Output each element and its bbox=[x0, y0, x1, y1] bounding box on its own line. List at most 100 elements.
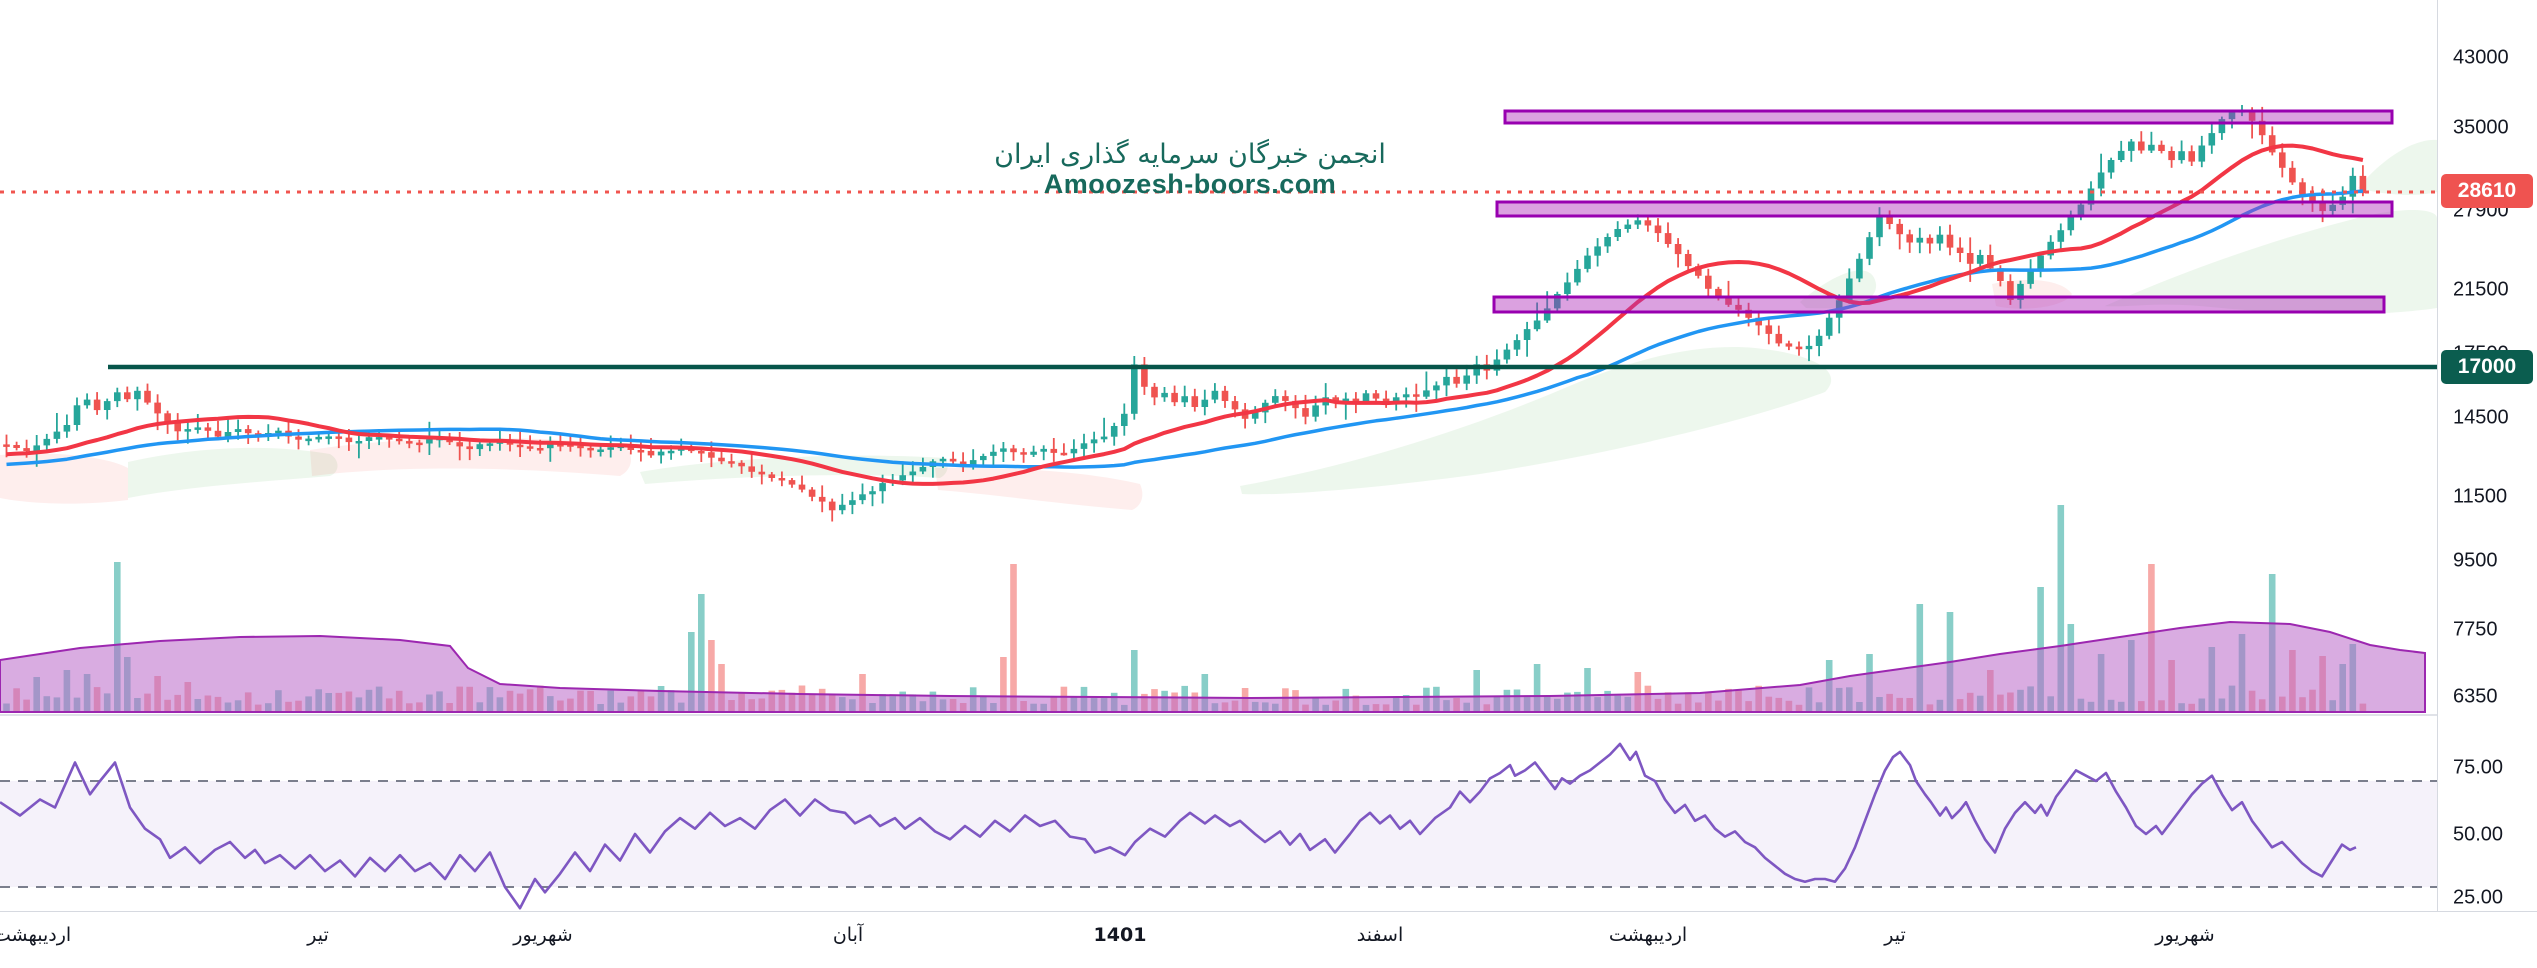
candle-body bbox=[1332, 397, 1339, 403]
candle-body bbox=[1664, 233, 1672, 244]
candle-body bbox=[587, 447, 594, 451]
ichimoku-cloud bbox=[2358, 139, 2437, 195]
volume-bar bbox=[859, 674, 866, 712]
candle-body bbox=[2319, 202, 2326, 212]
volume-bar bbox=[1131, 650, 1138, 712]
candle-body bbox=[1896, 223, 1903, 235]
candle-body bbox=[144, 390, 151, 403]
candle-body bbox=[335, 436, 343, 439]
candle-body bbox=[2349, 175, 2357, 197]
candle-body bbox=[2228, 112, 2236, 120]
candle-body bbox=[1916, 237, 1924, 243]
candle-body bbox=[1251, 412, 1259, 419]
candle-body bbox=[1030, 451, 1037, 455]
candle-body bbox=[466, 446, 473, 450]
candle-body bbox=[899, 475, 906, 481]
candle-body bbox=[1674, 244, 1682, 255]
candle-body bbox=[1362, 393, 1370, 402]
candle-body bbox=[1151, 386, 1158, 398]
time-tick-label: تیر bbox=[307, 924, 329, 946]
volume-bar bbox=[718, 664, 725, 712]
time-tick-label: اسفند bbox=[1356, 924, 1404, 946]
candle-body bbox=[33, 445, 40, 451]
rsi-tick-label: 75.00 bbox=[2453, 756, 2504, 779]
candle-body bbox=[1161, 392, 1168, 398]
price-tick-label: 11500 bbox=[2453, 485, 2508, 508]
candle-body bbox=[53, 431, 61, 439]
volume-bar bbox=[1916, 604, 1924, 712]
level-badge: 17000 bbox=[2441, 350, 2533, 384]
price-badge: 28610 bbox=[2441, 174, 2533, 208]
candle-body bbox=[1181, 396, 1188, 403]
time-axis[interactable]: اردیبهشت تیر شهریور آبان 1401 اسفند اردیبهشت تی… bbox=[0, 911, 2537, 968]
volume-bar bbox=[2057, 505, 2065, 712]
price-tick-label: 35000 bbox=[2453, 116, 2509, 139]
candle-body bbox=[798, 484, 806, 490]
candle-body bbox=[1211, 390, 1219, 400]
candle-body bbox=[355, 441, 363, 444]
candle-body bbox=[1191, 396, 1199, 407]
candle-body bbox=[63, 425, 71, 432]
candle-body bbox=[1987, 255, 1994, 269]
candle-body bbox=[1614, 229, 1621, 237]
time-tick-label: شهریور bbox=[2155, 924, 2215, 946]
candle-body bbox=[2329, 204, 2336, 211]
candle-body bbox=[345, 437, 353, 443]
candle-body bbox=[1413, 394, 1420, 397]
candle-body bbox=[1765, 325, 1773, 334]
candle-body bbox=[1604, 237, 1611, 247]
volume-bar bbox=[1533, 664, 1541, 712]
candle-body bbox=[73, 405, 81, 425]
zone-rectangle[interactable] bbox=[1503, 109, 2394, 125]
candle-body bbox=[1634, 220, 1642, 225]
candle-body bbox=[1231, 401, 1239, 410]
candle-body bbox=[637, 450, 645, 453]
ichimoku-cloud bbox=[640, 455, 948, 484]
candle-body bbox=[2218, 119, 2226, 134]
ichimoku-cloud bbox=[0, 453, 128, 504]
candle-body bbox=[295, 436, 302, 440]
candle-body bbox=[526, 446, 534, 449]
price-tick-label: 14500 bbox=[2453, 406, 2509, 429]
time-tick-label: 1401 bbox=[1093, 924, 1147, 946]
candle-body bbox=[1936, 234, 1944, 244]
candle-body bbox=[2158, 144, 2165, 151]
volume-bar bbox=[688, 632, 695, 712]
candle-body bbox=[1453, 376, 1460, 384]
volume-bar bbox=[708, 640, 715, 712]
candle-body bbox=[919, 467, 927, 472]
candle-body bbox=[2268, 135, 2276, 153]
ichimoku-cloud bbox=[1800, 270, 1877, 309]
candle-body bbox=[456, 442, 463, 447]
price-axis[interactable]: 4300035000279002150017500145001150095007… bbox=[2437, 0, 2537, 968]
time-tick-label: اردیبهشت bbox=[1608, 924, 1688, 946]
rsi-tick-label: 50.00 bbox=[2453, 823, 2504, 846]
candle-body bbox=[1302, 408, 1309, 417]
candle-body bbox=[1815, 335, 1823, 346]
candle-body bbox=[839, 504, 846, 511]
candle-body bbox=[174, 423, 181, 432]
candle-body bbox=[214, 430, 222, 437]
candle-body bbox=[969, 460, 977, 466]
candle-body bbox=[536, 448, 544, 451]
candle-body bbox=[1513, 340, 1521, 350]
candle-body bbox=[1946, 234, 1954, 248]
candle-body bbox=[859, 494, 866, 501]
candle-body bbox=[1443, 376, 1450, 386]
ichimoku-cloud bbox=[128, 447, 338, 498]
candle-body bbox=[426, 439, 433, 444]
candle-body bbox=[1564, 282, 1571, 294]
zone-rectangle[interactable] bbox=[1492, 295, 2386, 314]
candle-body bbox=[486, 443, 494, 446]
candle-body bbox=[1090, 439, 1098, 444]
candle-body bbox=[2188, 151, 2195, 162]
candle-body bbox=[1876, 215, 1883, 238]
candle-body bbox=[1201, 399, 1209, 407]
candle-body bbox=[2289, 167, 2296, 183]
zone-rectangle[interactable] bbox=[1495, 200, 2394, 218]
candle-body bbox=[718, 457, 725, 462]
rsi-tick-label: 25.00 bbox=[2453, 886, 2504, 909]
candle-body bbox=[1966, 253, 1974, 264]
